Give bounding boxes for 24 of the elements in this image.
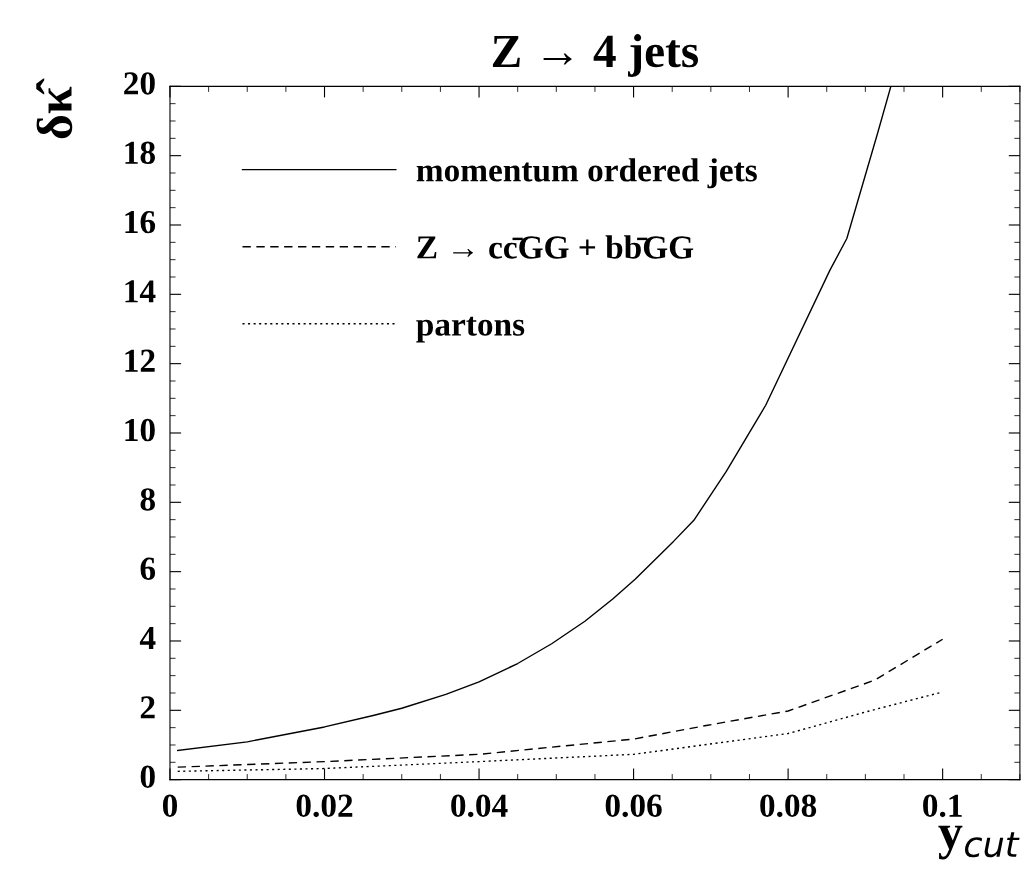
y-axis-title: δκ̂ (36, 78, 73, 139)
y-tick-label: 18 (125, 141, 155, 164)
y-tick-label: 6 (140, 557, 156, 580)
y-tick-label: 4 (139, 627, 156, 649)
y-tick-label: 20 (124, 72, 155, 95)
x-tick-label: 0.08 (760, 794, 817, 818)
legend-label: partons (416, 316, 525, 343)
chart-title: Z → 4 jets (492, 34, 699, 77)
y-tick-label: 14 (125, 280, 156, 303)
y-tick-label: 8 (140, 488, 155, 511)
y-tick-label: 0 (140, 765, 155, 788)
x-tick-label: 0.06 (605, 794, 662, 818)
x-tick-label: 0 (162, 794, 178, 817)
legend-label: Z → cc̄GG + bb̄GG (417, 235, 694, 259)
x-tick-label: 0.04 (451, 794, 508, 818)
y-tick-label: 2 (140, 696, 155, 719)
line-series (177, 638, 944, 768)
x-tick-label: 0.1 (923, 794, 962, 818)
x-axis-title: y$_{cut}$ (938, 825, 1020, 860)
x-tick-label: 0.02 (296, 794, 353, 818)
y-tick-label: 12 (125, 349, 155, 372)
y-tick-label: 10 (125, 418, 155, 442)
legend-label: momentum ordered jets (416, 158, 757, 189)
y-tick-label: 16 (125, 210, 156, 234)
